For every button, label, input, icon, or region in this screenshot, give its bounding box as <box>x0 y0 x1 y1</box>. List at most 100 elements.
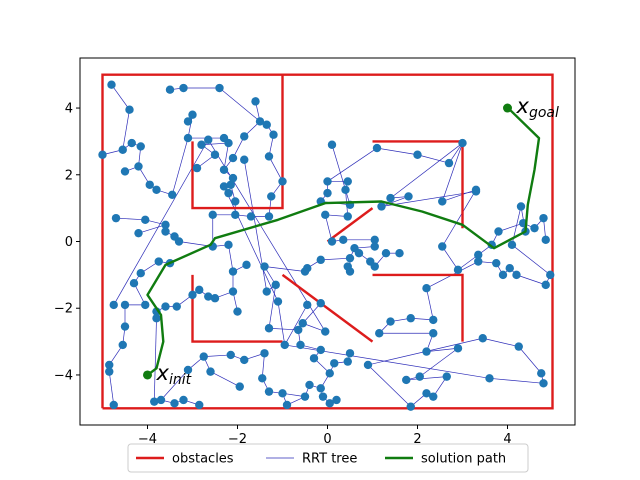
tree-node-67 <box>118 340 127 350</box>
tree-edge-23 <box>219 87 261 122</box>
tree-node-35 <box>269 130 278 139</box>
tree-edge-48 <box>228 244 234 272</box>
tree-node-63 <box>129 279 139 288</box>
tree-node-55 <box>188 290 197 300</box>
obstacle-6 <box>281 273 374 343</box>
tree-node-144 <box>453 265 463 275</box>
tree-edge-0 <box>111 84 130 110</box>
tree-node-65 <box>120 300 130 310</box>
tree-node-5 <box>98 150 107 159</box>
tree-node-51 <box>233 307 242 316</box>
tree-node-177 <box>478 334 487 343</box>
tree-node-118 <box>381 248 391 258</box>
plot-area <box>98 73 555 411</box>
tree-edge-133 <box>376 147 418 156</box>
tree-edge-131 <box>331 144 351 205</box>
tree-node-104 <box>264 324 274 333</box>
tree-node-2 <box>118 145 127 154</box>
x-tick-label-2: 0 <box>323 432 331 447</box>
tree-node-185 <box>219 182 229 191</box>
tree-node-52 <box>210 294 220 303</box>
tree-node-120 <box>370 242 379 251</box>
tree-node-54 <box>195 285 204 295</box>
tree-node-174 <box>422 389 431 398</box>
tree-node-162 <box>422 284 431 293</box>
tree-node-129 <box>323 188 332 198</box>
tree-node-23 <box>215 83 224 93</box>
tree-node-81 <box>235 382 244 391</box>
tree-node-136 <box>458 138 467 148</box>
tree-edge-136 <box>441 142 463 202</box>
y-tick-label-3: 2 <box>65 168 73 183</box>
tree-node-154 <box>507 240 517 250</box>
tree-edge-144 <box>457 254 479 271</box>
tree-node-45 <box>208 210 217 220</box>
tree-node-168 <box>422 347 431 356</box>
tree-edge-175 <box>367 364 411 407</box>
tree-node-61 <box>154 257 163 266</box>
tree-node-128 <box>323 177 332 186</box>
obstacle-3 <box>372 273 464 342</box>
tree-node-43 <box>278 177 287 186</box>
tree-node-158 <box>505 263 514 273</box>
endpoint-marker-init <box>143 370 152 380</box>
tree-node-161 <box>474 257 483 266</box>
tree-edge-147 <box>498 222 524 232</box>
tree-node-47 <box>224 240 233 250</box>
tree-node-33 <box>251 97 260 106</box>
tree-node-44 <box>267 192 276 201</box>
tree-node-50 <box>228 287 238 296</box>
tree-edge-141 <box>442 189 477 202</box>
tree-edge-162 <box>426 288 434 320</box>
tree-node-36 <box>264 152 274 161</box>
tree-node-188 <box>109 300 118 310</box>
tree-node-163 <box>429 315 438 325</box>
annotation-subscript-goal: goal <box>529 105 559 121</box>
tree-edge-36 <box>268 156 283 182</box>
tree-node-170 <box>415 372 424 381</box>
tree-node-98 <box>345 349 355 358</box>
tree-node-11 <box>141 215 150 225</box>
tree-node-87 <box>300 392 310 401</box>
tree-node-135 <box>444 158 454 168</box>
tree-node-32 <box>255 117 265 126</box>
tree-node-86 <box>282 400 292 410</box>
tree-node-156 <box>541 280 550 290</box>
x-tick-label-0: −4 <box>138 432 157 447</box>
tree-node-79 <box>240 355 249 365</box>
tree-node-57 <box>161 302 170 311</box>
tree-node-132 <box>327 140 337 149</box>
tree-node-137 <box>438 197 447 206</box>
tree-node-22 <box>179 83 188 93</box>
annotation-subscript-init: init <box>169 372 192 388</box>
tree-node-134 <box>413 150 422 159</box>
tree-node-105 <box>271 280 280 290</box>
tree-node-8 <box>145 180 154 189</box>
tree-node-72 <box>156 395 166 405</box>
tree-edge-189 <box>207 139 326 332</box>
y-tick-label-2: 0 <box>65 235 73 250</box>
tree-node-95 <box>316 345 325 355</box>
tree-node-59 <box>152 314 161 323</box>
tree-node-178 <box>514 342 523 351</box>
tree-node-167 <box>429 329 438 338</box>
tree-edge-75 <box>160 369 189 401</box>
legend: obstacles RRT tree solution path <box>127 443 529 473</box>
tree-node-186 <box>224 188 233 198</box>
tree-edge-110 <box>320 257 351 261</box>
tree-node-125 <box>343 212 352 221</box>
tree-node-29 <box>219 165 229 174</box>
tree-node-62 <box>136 268 145 278</box>
tree-node-123 <box>327 237 337 246</box>
tree-node-74 <box>179 395 188 405</box>
tree-node-115 <box>354 248 364 258</box>
tree-node-133 <box>372 143 382 153</box>
tree-edge-25 <box>201 142 229 146</box>
tree-node-40 <box>231 210 240 220</box>
tree-node-31 <box>240 132 249 141</box>
tree-node-183 <box>303 300 312 310</box>
legend-box <box>127 443 529 473</box>
tree-edge-17 <box>171 137 189 195</box>
tree-node-109 <box>303 263 312 273</box>
